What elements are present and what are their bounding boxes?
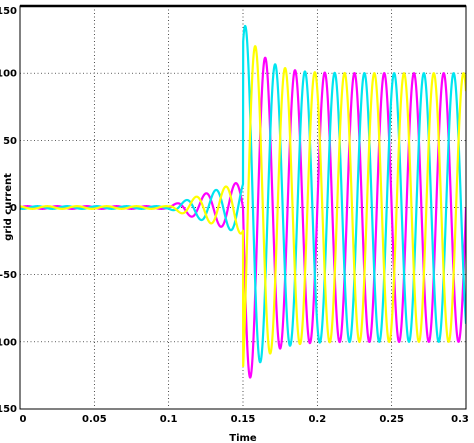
y-tick-label: 50 <box>3 136 17 147</box>
y-tick-label: 100 <box>0 69 17 80</box>
x-tick-label: 0.1 <box>160 414 178 425</box>
x-tick-label: 0.05 <box>82 414 107 425</box>
x-axis-label: Time <box>229 433 257 443</box>
series-line-2 <box>20 24 466 364</box>
y-tick-label: -100 <box>0 337 17 348</box>
y-tick-label: -50 <box>0 270 17 281</box>
series-layer <box>20 24 466 379</box>
y-tick-label: 0 <box>10 203 17 214</box>
tick-labels: 0 0.05 0.1 0.15 0.2 0.25 0.3 150 100 50 0 -50 -100 -1… <box>0 6 469 425</box>
series-line-3 <box>20 45 466 368</box>
x-tick-label: 0.25 <box>379 414 404 425</box>
x-tick-label: 0.15 <box>231 414 256 425</box>
x-tick-label: 0 <box>20 414 27 425</box>
series-line-1 <box>20 56 466 379</box>
y-tick-label: -150 <box>0 404 17 415</box>
x-tick-label: 0.3 <box>451 414 469 425</box>
y-axis-label: grid current <box>3 173 14 241</box>
y-tick-label: 150 <box>0 6 17 17</box>
x-tick-label: 0.2 <box>308 414 326 425</box>
